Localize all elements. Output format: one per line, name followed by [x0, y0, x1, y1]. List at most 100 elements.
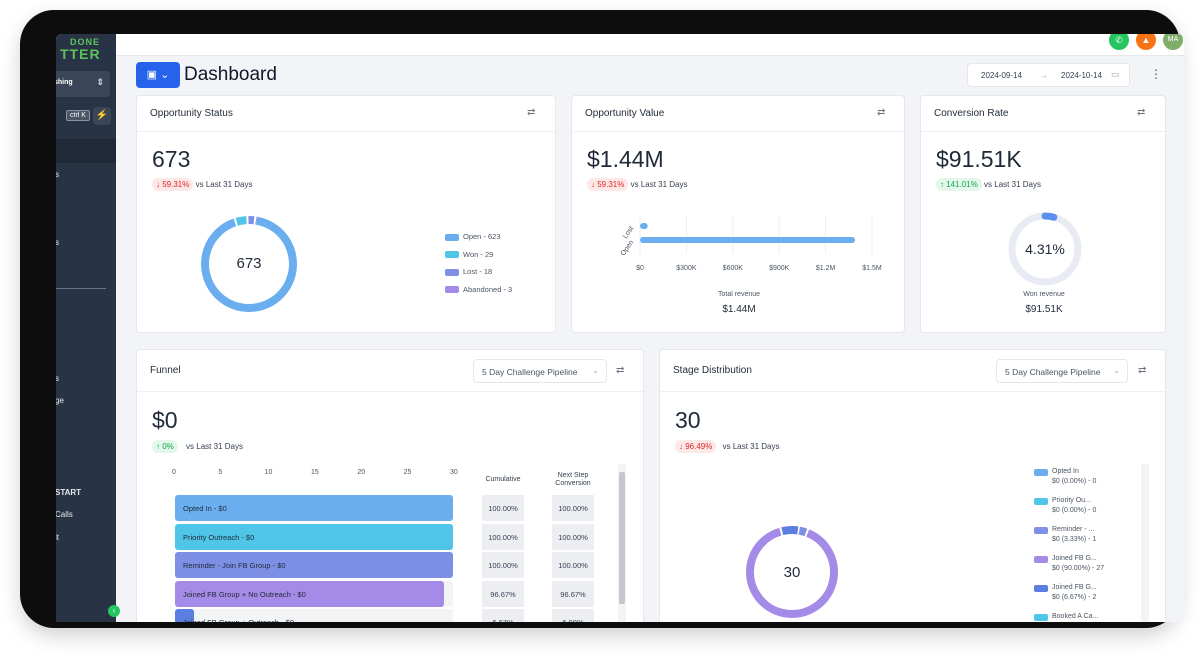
filter-settings-icon[interactable]: ⇄: [527, 107, 536, 118]
cumulative-cell: 96.67%: [482, 580, 524, 607]
donut-center-value: 673: [236, 255, 261, 272]
change-badge: ↑ 0%: [152, 440, 178, 453]
funnel-bar[interactable]: [175, 523, 453, 550]
legend-item[interactable]: Lost - 18: [445, 267, 492, 276]
card-header: Stage Distribution 5 Day Challenge Pipel…: [660, 350, 1165, 392]
card-title: Funnel: [150, 365, 181, 376]
search-shortcut-badge[interactable]: ctrl K: [66, 110, 90, 121]
filter-settings-icon[interactable]: ⇄: [877, 107, 886, 118]
stage-legend-name: Joined FB G...: [1052, 584, 1097, 591]
location-switcher[interactable]: shing ⇕: [56, 71, 110, 97]
total-revenue-value: $1.44M: [722, 304, 756, 315]
funnel-scrollbar[interactable]: [618, 464, 626, 622]
sidebar-item-label[interactable]: lt: [56, 533, 59, 542]
opportunity-status-slice[interactable]: [199, 214, 299, 314]
funnel-bar[interactable]: [175, 495, 453, 521]
stage-legend-item[interactable]: Booked A Ca...: [1034, 612, 1098, 622]
funnel-bar[interactable]: [175, 580, 444, 607]
stage-legend-item[interactable]: Joined FB G... $0 (90.00%) - 27: [1034, 554, 1104, 574]
card-title: Opportunity Status: [150, 108, 233, 119]
layout-icon: ▣ ⌄: [146, 69, 170, 81]
funnel-bar[interactable]: [175, 552, 453, 578]
x-tick-label: $1.2M: [816, 265, 836, 272]
collapse-sidebar-icon[interactable]: ‹: [108, 605, 120, 617]
funnel-bar-label: Joined FB Group + Outreach - $0: [175, 609, 294, 622]
funnel-bar-label: Opted In - $0: [183, 504, 227, 513]
card-title: Opportunity Value: [585, 108, 665, 119]
funnel-axis-tick: 15: [311, 469, 319, 476]
sidebar-item-label[interactable]: START: [56, 488, 82, 497]
funnel-axis-tick: 5: [218, 469, 223, 476]
stage-distribution-donut: 30: [743, 523, 840, 620]
sidebar-item-label[interactable]: Calls: [56, 510, 73, 519]
app-screen: DONE TTER shing ⇕ ctrl K ⚡ s s s ge STAR…: [56, 34, 1184, 622]
sidebar-item-label[interactable]: s: [56, 170, 59, 179]
stage-legend-item[interactable]: Reminder - ... $0 (3.33%) - 1: [1034, 525, 1096, 545]
cumulative-cell: 100.00%: [482, 523, 524, 550]
sidebar-item-label[interactable]: s: [56, 238, 59, 247]
conversion-rate-card: Conversion Rate ⇄ $91.51K ↑ 141.01% vs L…: [920, 95, 1166, 333]
card-header: Conversion Rate ⇄: [921, 96, 1165, 132]
card-header: Opportunity Status ⇄: [137, 96, 555, 132]
funnel-bar[interactable]: [175, 609, 194, 622]
pipeline-select-value: 5 Day Challenge Pipeline: [1005, 367, 1101, 377]
legend-swatch: [445, 251, 459, 259]
date-start[interactable]: 2024-09-14: [981, 71, 1022, 80]
stage-distribution-slice[interactable]: [743, 523, 840, 620]
phone-icon[interactable]: ✆: [1109, 34, 1129, 50]
funnel-bar-label: Joined FB Group + No Outreach - $0: [183, 589, 306, 599]
change-badge: ↓ 59.31%: [587, 178, 629, 191]
location-name: shing: [56, 79, 73, 86]
view-switcher-button[interactable]: ▣ ⌄: [136, 62, 180, 88]
funnel-bar-label: Priority Outreach - $0: [183, 532, 255, 542]
bell-icon[interactable]: ▲: [1136, 34, 1156, 50]
legend-label: Abandoned - 3: [463, 284, 513, 294]
opportunity-value-card: Opportunity Value ⇄ $1.44M ↓ 59.31% vs L…: [571, 95, 905, 333]
avatar[interactable]: MA: [1163, 34, 1183, 50]
sidebar-item-active[interactable]: [56, 139, 116, 163]
filter-settings-icon[interactable]: ⇄: [616, 365, 625, 376]
card-title: Stage Distribution: [673, 365, 752, 376]
next-step-header-line: Conversion: [555, 480, 591, 487]
legend-item[interactable]: Abandoned - 3: [445, 285, 512, 294]
legend-item[interactable]: Open - 623: [445, 232, 501, 241]
bar[interactable]: [640, 223, 648, 229]
gauge-fill: [1008, 212, 1082, 286]
stage-legend-name: Joined FB G...: [1052, 555, 1097, 562]
date-end[interactable]: 2024-10-14: [1061, 71, 1102, 80]
chevron-updown-icon: ⇕: [96, 77, 104, 87]
stage-legend-name: Priority Ou...: [1052, 497, 1091, 504]
comparison-label: vs Last 31 Days: [984, 180, 1041, 189]
pipeline-select[interactable]: 5 Day Challenge Pipeline ⌄: [996, 359, 1128, 383]
next-step-cell: 6.90%: [552, 609, 594, 622]
calendar-icon[interactable]: ▭: [1111, 69, 1120, 79]
stage-legend-item[interactable]: Priority Ou... $0 (0.00%) - 0: [1034, 496, 1096, 516]
won-revenue-value: $91.51K: [1025, 304, 1063, 315]
legend-swatch: [1034, 498, 1048, 505]
next-step-cell: 96.67%: [552, 580, 594, 607]
bar[interactable]: [640, 237, 855, 243]
stage-legend-scrollbar[interactable]: [1141, 464, 1149, 622]
date-range-picker[interactable]: 2024-09-14 → 2024-10-14 ▭: [967, 63, 1130, 87]
pipeline-select-value: 5 Day Challenge Pipeline: [482, 367, 578, 377]
conversion-gauge: 4.31%: [1008, 212, 1082, 286]
filter-settings-icon[interactable]: ⇄: [1137, 107, 1146, 118]
stage-legend-item[interactable]: Opted In $0 (0.00%) - 0: [1034, 467, 1096, 487]
pipeline-select[interactable]: 5 Day Challenge Pipeline ⌄: [473, 359, 607, 383]
quick-actions-bolt-icon[interactable]: ⚡: [93, 107, 111, 125]
scrollbar-thumb[interactable]: [619, 472, 625, 604]
legend-swatch: [445, 286, 459, 294]
sidebar-item-label[interactable]: s: [56, 374, 59, 383]
filter-settings-icon[interactable]: ⇄: [1138, 365, 1147, 376]
sidebar-item-label[interactable]: ge: [56, 396, 64, 405]
legend-item[interactable]: Won - 29: [445, 250, 493, 259]
comparison-label: vs Last 31 Days: [195, 180, 253, 189]
more-options-icon[interactable]: ⋮: [1150, 67, 1162, 81]
stage-legend-item[interactable]: Joined FB G... $0 (6.67%) - 2: [1034, 583, 1097, 603]
x-tick-label: $1.5M: [862, 265, 882, 272]
x-tick-label: $600K: [723, 265, 744, 272]
legend-label: Lost - 18: [463, 267, 493, 276]
cumulative-header: Cumulative: [485, 476, 521, 483]
sidebar-divider: [56, 288, 106, 289]
